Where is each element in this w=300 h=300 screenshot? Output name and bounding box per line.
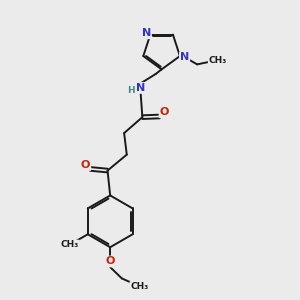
Text: O: O — [81, 160, 90, 170]
Text: CH₃: CH₃ — [61, 240, 79, 249]
Text: CH₃: CH₃ — [130, 282, 148, 291]
Text: N: N — [180, 52, 189, 62]
Text: O: O — [160, 107, 169, 117]
Text: O: O — [106, 256, 115, 266]
Text: N: N — [136, 83, 145, 93]
Text: CH₃: CH₃ — [208, 56, 227, 64]
Text: H: H — [128, 86, 135, 95]
Text: N: N — [142, 28, 151, 38]
